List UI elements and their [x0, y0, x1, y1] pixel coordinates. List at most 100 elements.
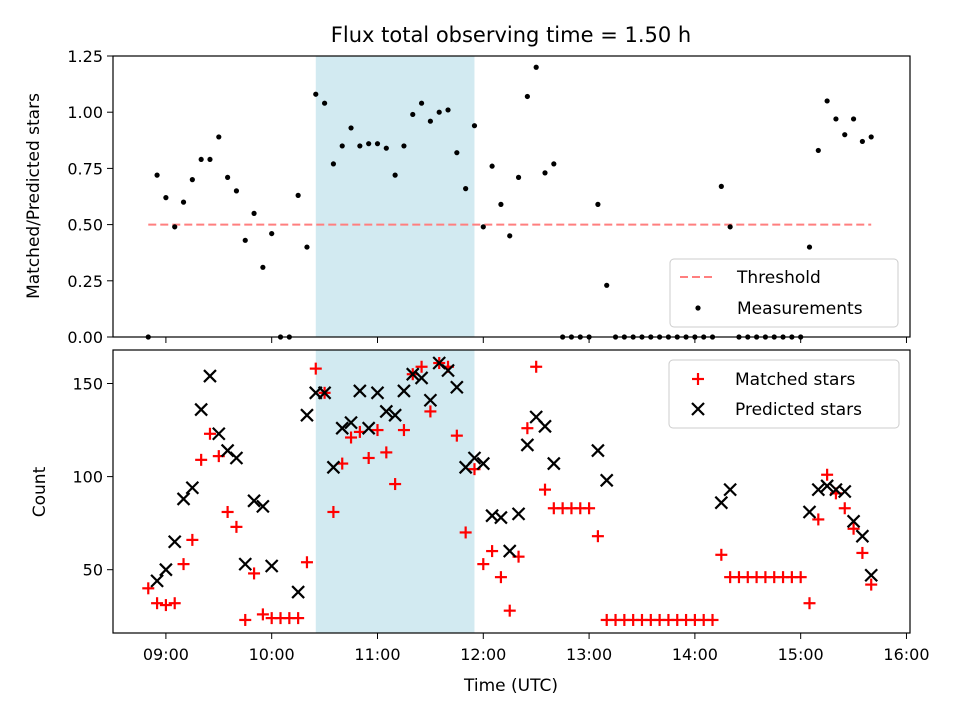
predicted-star-stroke-b — [388, 408, 402, 422]
matched-star-point — [309, 362, 322, 375]
predicted-star-stroke-b — [467, 451, 482, 465]
predicted-star-stroke-b — [256, 499, 270, 514]
measurement-point — [727, 224, 733, 230]
measurement-point — [542, 170, 548, 176]
matched-star-point — [292, 612, 305, 625]
predicted-star-stroke-b — [317, 386, 332, 400]
matched-star-point — [345, 431, 358, 444]
predicted-star-stroke-b — [811, 482, 826, 497]
matched-star-point — [494, 571, 507, 584]
predicted-star-point — [520, 438, 535, 452]
measurement-point — [321, 100, 328, 106]
predicted-star-point — [335, 421, 350, 435]
measurement-point — [806, 244, 813, 250]
predicted-star-stroke-b — [167, 534, 182, 549]
matched-legend-label: Matched stars — [735, 370, 855, 390]
predicted-star-stroke-b — [450, 380, 464, 395]
predicted-star-stroke-b — [414, 371, 429, 385]
predicted-star-point — [476, 456, 491, 471]
matched-star-point — [389, 478, 402, 491]
measurement-point — [595, 201, 601, 207]
predicted-star-point — [361, 421, 376, 435]
measurement-point — [207, 156, 213, 163]
matched-star-point — [477, 558, 490, 571]
ratio-ytick-label: 0.75 — [67, 159, 103, 178]
count-xtick-label: 09:00 — [143, 645, 189, 664]
predicted-star-stroke-b — [397, 384, 411, 398]
matched-star-point — [186, 533, 199, 546]
measurement-point — [445, 107, 451, 113]
predicted-star-point — [167, 534, 182, 549]
matched-star-point — [168, 597, 181, 610]
matched-star-point — [151, 597, 164, 610]
predicted-star-stroke-b — [723, 482, 737, 497]
matched-star-point — [521, 422, 534, 435]
measurement-point — [198, 156, 204, 163]
predicted-star-point — [388, 408, 402, 422]
measurement-point — [436, 109, 442, 115]
measurement-point — [524, 93, 530, 100]
matched-star-point — [821, 468, 834, 481]
measurement-point — [842, 132, 848, 138]
measurement-point — [824, 98, 830, 104]
predicted-star-stroke-b — [547, 456, 561, 471]
predicted-star-point — [714, 495, 729, 510]
measurement-point — [242, 237, 248, 243]
measurement-point — [260, 264, 266, 270]
predicted-star-stroke-b — [423, 393, 438, 408]
matched-star-point — [230, 520, 243, 533]
count-ytick-label: 100 — [72, 468, 103, 487]
predicted-star-stroke-b — [150, 574, 164, 588]
predicted-star-point — [370, 386, 385, 400]
predicted-star-stroke-b — [194, 402, 208, 417]
predicted-star-stroke-b — [820, 479, 834, 493]
predicted-star-stroke-b — [344, 415, 358, 430]
predicted-star-point — [450, 380, 464, 395]
measurement-point — [454, 150, 460, 156]
measurements-legend-swatch — [695, 305, 701, 311]
observing-window-shade-top — [315, 56, 475, 337]
matched-star-point — [530, 360, 543, 373]
measurement-point — [427, 118, 433, 124]
measurement-point — [163, 195, 169, 201]
predicted-star-stroke-b — [432, 356, 446, 370]
matched-star-point — [177, 558, 190, 571]
matched-star-point — [486, 545, 499, 558]
predicted-star-point — [326, 460, 341, 475]
matched-star-point — [397, 424, 410, 437]
measurement-point — [154, 172, 160, 178]
predicted-star-stroke-b — [837, 484, 852, 499]
measurement-point — [339, 143, 345, 149]
predicted-star-stroke-b — [220, 443, 235, 458]
count-xtick-label: 15:00 — [778, 645, 824, 664]
measurement-point — [374, 141, 381, 147]
count-xtick-label: 14:00 — [672, 645, 718, 664]
predicted-star-point — [820, 479, 834, 493]
count-xtick-label: 13:00 — [566, 645, 612, 664]
measurement-point — [295, 192, 301, 198]
threshold-legend-label: Threshold — [736, 268, 821, 288]
predicted-legend-label: Predicted stars — [735, 400, 862, 420]
measurement-point — [269, 230, 275, 237]
measurement-point — [859, 138, 865, 145]
matched-star-point — [459, 526, 472, 539]
measurement-point — [833, 116, 839, 122]
ratio-legend-box — [669, 258, 899, 328]
ratio-panel: 0.00 0.25 0.50 0.75 1.00 1.25 Matched/Predict… — [24, 47, 911, 347]
measurement-point — [401, 143, 407, 149]
predicted-star-point — [353, 384, 367, 398]
predicted-star-point — [494, 510, 508, 525]
measurement-point — [180, 199, 187, 205]
measurement-point — [410, 111, 416, 118]
count-xtick-label: 10:00 — [249, 645, 295, 664]
predicted-star-stroke-b — [520, 438, 535, 452]
predicted-star-point — [423, 393, 438, 408]
predicted-star-stroke-b — [502, 544, 517, 558]
predicted-star-stroke-b — [185, 480, 200, 495]
measurement-point — [507, 233, 513, 239]
predicted-star-stroke-b — [326, 460, 341, 475]
measurement-point — [815, 147, 821, 154]
predicted-star-point — [159, 562, 173, 577]
predicted-star-point — [212, 427, 226, 441]
matched-star-point — [803, 597, 816, 610]
